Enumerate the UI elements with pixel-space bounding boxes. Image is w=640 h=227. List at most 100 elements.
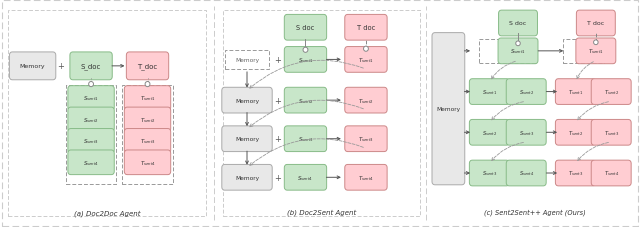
Text: $S_{sent2}$: $S_{sent2}$ bbox=[83, 116, 99, 124]
FancyBboxPatch shape bbox=[556, 79, 595, 105]
FancyBboxPatch shape bbox=[68, 108, 115, 132]
FancyBboxPatch shape bbox=[556, 120, 595, 146]
FancyBboxPatch shape bbox=[68, 150, 115, 175]
Text: $T_{sent3}$: $T_{sent3}$ bbox=[358, 135, 374, 143]
Circle shape bbox=[303, 48, 308, 53]
FancyBboxPatch shape bbox=[469, 79, 509, 105]
Text: Memory: Memory bbox=[235, 98, 259, 103]
Text: +: + bbox=[274, 135, 281, 144]
Circle shape bbox=[516, 42, 520, 47]
FancyBboxPatch shape bbox=[284, 88, 326, 114]
FancyBboxPatch shape bbox=[469, 160, 509, 186]
Text: $T_{sent2}$: $T_{sent2}$ bbox=[604, 88, 619, 97]
FancyBboxPatch shape bbox=[506, 120, 546, 146]
FancyBboxPatch shape bbox=[222, 88, 272, 114]
FancyBboxPatch shape bbox=[345, 15, 387, 41]
FancyBboxPatch shape bbox=[432, 33, 465, 185]
FancyBboxPatch shape bbox=[469, 120, 509, 146]
Circle shape bbox=[89, 82, 93, 87]
Text: (c) Sent2Sent++ Agent (Ours): (c) Sent2Sent++ Agent (Ours) bbox=[484, 208, 585, 215]
Text: $S_{sent2}$: $S_{sent2}$ bbox=[298, 96, 314, 105]
Text: $S_{sent1}$: $S_{sent1}$ bbox=[83, 94, 99, 103]
FancyBboxPatch shape bbox=[498, 39, 538, 64]
FancyBboxPatch shape bbox=[126, 53, 169, 80]
Text: (a) Doc2Doc Agent: (a) Doc2Doc Agent bbox=[74, 210, 140, 216]
Bar bbox=[479, 40, 536, 63]
Text: +: + bbox=[274, 96, 281, 105]
FancyBboxPatch shape bbox=[284, 15, 326, 41]
Text: $T_{sent1}$: $T_{sent1}$ bbox=[140, 94, 156, 103]
FancyBboxPatch shape bbox=[284, 165, 326, 190]
Text: $S_{sent4}$: $S_{sent4}$ bbox=[298, 173, 314, 182]
Text: $T_{sent3}$: $T_{sent3}$ bbox=[140, 137, 156, 146]
Text: T_doc: T_doc bbox=[138, 63, 157, 70]
Text: $S_{sent2}$: $S_{sent2}$ bbox=[482, 128, 497, 137]
Text: Memory: Memory bbox=[235, 58, 259, 63]
Text: Memory: Memory bbox=[20, 64, 45, 69]
Text: Memory: Memory bbox=[235, 137, 259, 142]
Text: $T_{sent3}$: $T_{sent3}$ bbox=[604, 128, 619, 137]
Text: S doc: S doc bbox=[296, 25, 315, 31]
FancyBboxPatch shape bbox=[345, 165, 387, 190]
Text: T doc: T doc bbox=[357, 25, 375, 31]
FancyBboxPatch shape bbox=[591, 120, 631, 146]
Text: (b) Doc2Sent Agent: (b) Doc2Sent Agent bbox=[287, 208, 356, 215]
Text: +: + bbox=[58, 62, 64, 71]
Text: $T_{sent2}$: $T_{sent2}$ bbox=[140, 116, 156, 124]
FancyBboxPatch shape bbox=[591, 79, 631, 105]
FancyBboxPatch shape bbox=[577, 11, 615, 37]
FancyBboxPatch shape bbox=[124, 108, 171, 132]
FancyBboxPatch shape bbox=[68, 86, 115, 111]
Bar bbox=[225, 51, 269, 70]
Text: $T_{sent3}$: $T_{sent3}$ bbox=[568, 169, 583, 178]
FancyBboxPatch shape bbox=[576, 39, 616, 64]
FancyBboxPatch shape bbox=[68, 129, 115, 153]
Text: $S_{sent3}$: $S_{sent3}$ bbox=[83, 137, 99, 146]
Text: $S_{sent3}$: $S_{sent3}$ bbox=[518, 128, 534, 137]
Text: $T_{sent1}$: $T_{sent1}$ bbox=[588, 47, 604, 56]
FancyBboxPatch shape bbox=[591, 160, 631, 186]
FancyBboxPatch shape bbox=[124, 150, 171, 175]
Text: +: + bbox=[274, 56, 281, 65]
Text: $S_{sent2}$: $S_{sent2}$ bbox=[518, 88, 534, 97]
FancyBboxPatch shape bbox=[345, 88, 387, 114]
Text: S_doc: S_doc bbox=[81, 63, 101, 70]
Text: T doc: T doc bbox=[588, 21, 604, 26]
Text: $S_{sent1}$: $S_{sent1}$ bbox=[482, 88, 497, 97]
FancyBboxPatch shape bbox=[345, 47, 387, 73]
Text: +: + bbox=[274, 173, 281, 182]
Text: $S_{sent4}$: $S_{sent4}$ bbox=[83, 158, 99, 167]
FancyBboxPatch shape bbox=[499, 11, 538, 37]
Text: S doc: S doc bbox=[509, 21, 527, 26]
Circle shape bbox=[593, 41, 598, 45]
FancyBboxPatch shape bbox=[70, 53, 112, 80]
Text: $T_{sent1}$: $T_{sent1}$ bbox=[358, 56, 374, 65]
Circle shape bbox=[364, 47, 369, 52]
Circle shape bbox=[145, 82, 150, 87]
Bar bbox=[122, 86, 173, 184]
FancyBboxPatch shape bbox=[222, 165, 272, 190]
Text: $S_{sent4}$: $S_{sent4}$ bbox=[518, 169, 534, 178]
Text: Memory: Memory bbox=[235, 175, 259, 180]
FancyBboxPatch shape bbox=[10, 53, 56, 80]
Text: $S_{sent1}$: $S_{sent1}$ bbox=[510, 47, 526, 56]
Text: $S_{sent3}$: $S_{sent3}$ bbox=[482, 169, 497, 178]
Text: $T_{sent2}$: $T_{sent2}$ bbox=[358, 96, 374, 105]
Text: $T_{sent2}$: $T_{sent2}$ bbox=[568, 128, 583, 137]
FancyBboxPatch shape bbox=[222, 126, 272, 152]
FancyBboxPatch shape bbox=[124, 86, 171, 111]
FancyBboxPatch shape bbox=[345, 126, 387, 152]
FancyBboxPatch shape bbox=[506, 79, 546, 105]
FancyBboxPatch shape bbox=[124, 129, 171, 153]
Text: $T_{sent4}$: $T_{sent4}$ bbox=[358, 173, 374, 182]
FancyBboxPatch shape bbox=[284, 47, 326, 73]
FancyBboxPatch shape bbox=[506, 160, 546, 186]
FancyBboxPatch shape bbox=[284, 126, 326, 152]
Text: $S_{sent1}$: $S_{sent1}$ bbox=[298, 56, 314, 65]
Bar bbox=[563, 40, 604, 63]
Text: $T_{sent4}$: $T_{sent4}$ bbox=[604, 169, 619, 178]
Text: Memory: Memory bbox=[436, 107, 460, 112]
Text: $S_{sent3}$: $S_{sent3}$ bbox=[298, 135, 314, 143]
FancyBboxPatch shape bbox=[556, 160, 595, 186]
Text: $T_{sent4}$: $T_{sent4}$ bbox=[140, 158, 156, 167]
